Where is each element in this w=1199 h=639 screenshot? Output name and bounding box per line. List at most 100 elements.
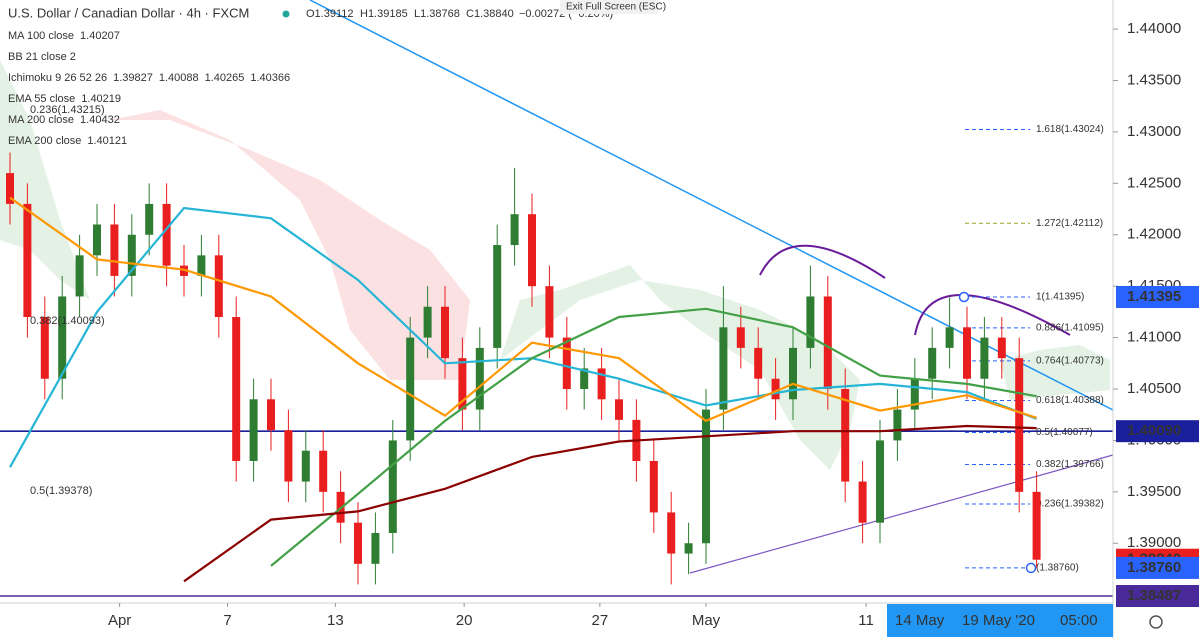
legend-name: EMA 200 close	[8, 135, 81, 147]
candle-body	[684, 543, 693, 554]
tooltip[interactable]: Exit Full Screen (ESC)	[566, 2, 666, 13]
price-tag	[1116, 556, 1199, 579]
y-tick-label: 1.42500	[1127, 174, 1181, 191]
y-tick-label: 1.41000	[1127, 329, 1181, 346]
indicator-line	[183, 424, 1037, 583]
candle-body	[58, 296, 67, 379]
fib-label: 0.618(1.40388)	[1036, 395, 1104, 406]
legend-name: BB 21 close 2	[8, 51, 76, 63]
legend-value: 1.39827	[113, 72, 153, 84]
candle-body	[876, 440, 884, 523]
status-dot	[282, 10, 290, 18]
ichimoku-cloud	[1000, 345, 1110, 400]
candle-body	[963, 327, 971, 379]
legend-value: 1.40219	[81, 93, 121, 105]
tooltip-box	[560, 0, 658, 14]
indicator-legend: MA 100 close 1.40207 BB 21 close 2 Ichimoku…	[8, 30, 290, 147]
legend-value: 1.40121	[87, 135, 127, 147]
candle-body	[789, 347, 797, 400]
x-tick-label: 13	[327, 612, 344, 629]
candle-body	[736, 327, 745, 348]
ohlc: L1.38768	[414, 8, 460, 20]
x-tick-label: May	[692, 612, 721, 629]
fib-anchor	[1025, 562, 1037, 574]
candle-body	[110, 224, 119, 276]
indicator-line	[270, 307, 1037, 567]
y-tick-label: 1.40500	[1127, 380, 1181, 397]
ichimoku-cloud	[0, 60, 90, 300]
x-tick-label: 27	[592, 612, 609, 629]
settings-icon[interactable]	[1149, 615, 1163, 629]
fib-label: 1.618(1.43024)	[1036, 124, 1104, 135]
price-tag	[1116, 285, 1199, 308]
legend-name: EMA 55 close	[8, 93, 75, 105]
candle-body	[145, 203, 154, 235]
price-tag	[1116, 420, 1199, 443]
cursor-date: 14 May	[895, 612, 945, 629]
candle-body	[649, 460, 658, 513]
candle-body	[441, 306, 449, 359]
candle-body	[597, 368, 606, 400]
fib-label: 0.236(1.39382)	[1036, 499, 1104, 510]
candle-body	[232, 317, 241, 461]
candle-body	[580, 368, 589, 390]
candle-body	[75, 255, 84, 297]
candle-body	[127, 234, 136, 276]
candle-body	[893, 409, 902, 441]
fib-label: 0.236(1.43215)	[30, 104, 105, 116]
fib-label: 0.764(1.40773)	[1036, 356, 1104, 367]
candle-body	[771, 378, 780, 400]
candle-body	[1015, 358, 1024, 492]
candle-body	[6, 173, 14, 204]
candle-body	[284, 430, 293, 482]
price-tag-label: 1.40090	[1127, 422, 1181, 439]
candle-body	[667, 512, 676, 554]
ichimoku-cloud	[110, 110, 470, 380]
candle-body	[354, 522, 362, 564]
ohlc: H1.39185	[360, 8, 408, 20]
candle-body	[945, 327, 954, 348]
candle-body	[806, 296, 815, 348]
x-tick-label: Apr	[108, 612, 131, 629]
candle-body	[458, 358, 467, 410]
candle-body	[371, 532, 380, 564]
cursor-date: 19 May '20	[962, 612, 1035, 629]
candle-body	[997, 337, 1006, 359]
candle-body	[910, 378, 919, 410]
candle-body	[406, 337, 415, 441]
trend-line	[309, 0, 1114, 411]
candle-body	[301, 450, 310, 482]
candle-body	[754, 347, 763, 379]
candle-body	[702, 409, 710, 544]
price-tag-label: 1.38760	[1127, 559, 1181, 576]
y-tick-label: 1.43000	[1127, 123, 1181, 140]
legend-name: Ichimoku 9 26 52 26	[8, 72, 107, 84]
y-tick-label: 1.43500	[1127, 71, 1181, 88]
cursor-time: 05:00	[1060, 612, 1098, 629]
ohlc: O1.39112	[306, 8, 354, 20]
candle-body	[545, 286, 554, 338]
legend-name: MA 100 close	[8, 30, 74, 42]
header: U.S. Dollar / Canadian Dollar · 4h · FXC…	[8, 0, 666, 20]
candle-body	[528, 214, 536, 287]
candle-body	[928, 347, 937, 379]
y-tick-label: 1.39000	[1127, 534, 1181, 551]
plot-area: 1.618(1.43024) 1.272(1.42112) 1(1.41395) 0.…	[0, 0, 1114, 597]
candle-body	[197, 255, 206, 276]
y-tick-label: 1.42000	[1127, 226, 1181, 243]
legend-value: 1.40207	[80, 30, 120, 42]
fib-label: 0.382(1.39766)	[1036, 459, 1104, 470]
candle-body	[615, 399, 623, 420]
x-tick-label: 11	[858, 612, 874, 629]
candle-body	[841, 389, 850, 482]
cursor-highlight	[887, 604, 1113, 637]
legend-value: 1.40088	[159, 72, 199, 84]
fib-label: 0.5(1.40077)	[1036, 427, 1093, 438]
price-tag-label: 1.41395	[1127, 288, 1181, 305]
symbol: U.S. Dollar / Canadian Dollar · 4h · FXC…	[8, 5, 249, 20]
candle-body	[475, 347, 484, 410]
x-tick-label: 7	[223, 612, 231, 629]
legend-value: 1.40265	[205, 72, 245, 84]
